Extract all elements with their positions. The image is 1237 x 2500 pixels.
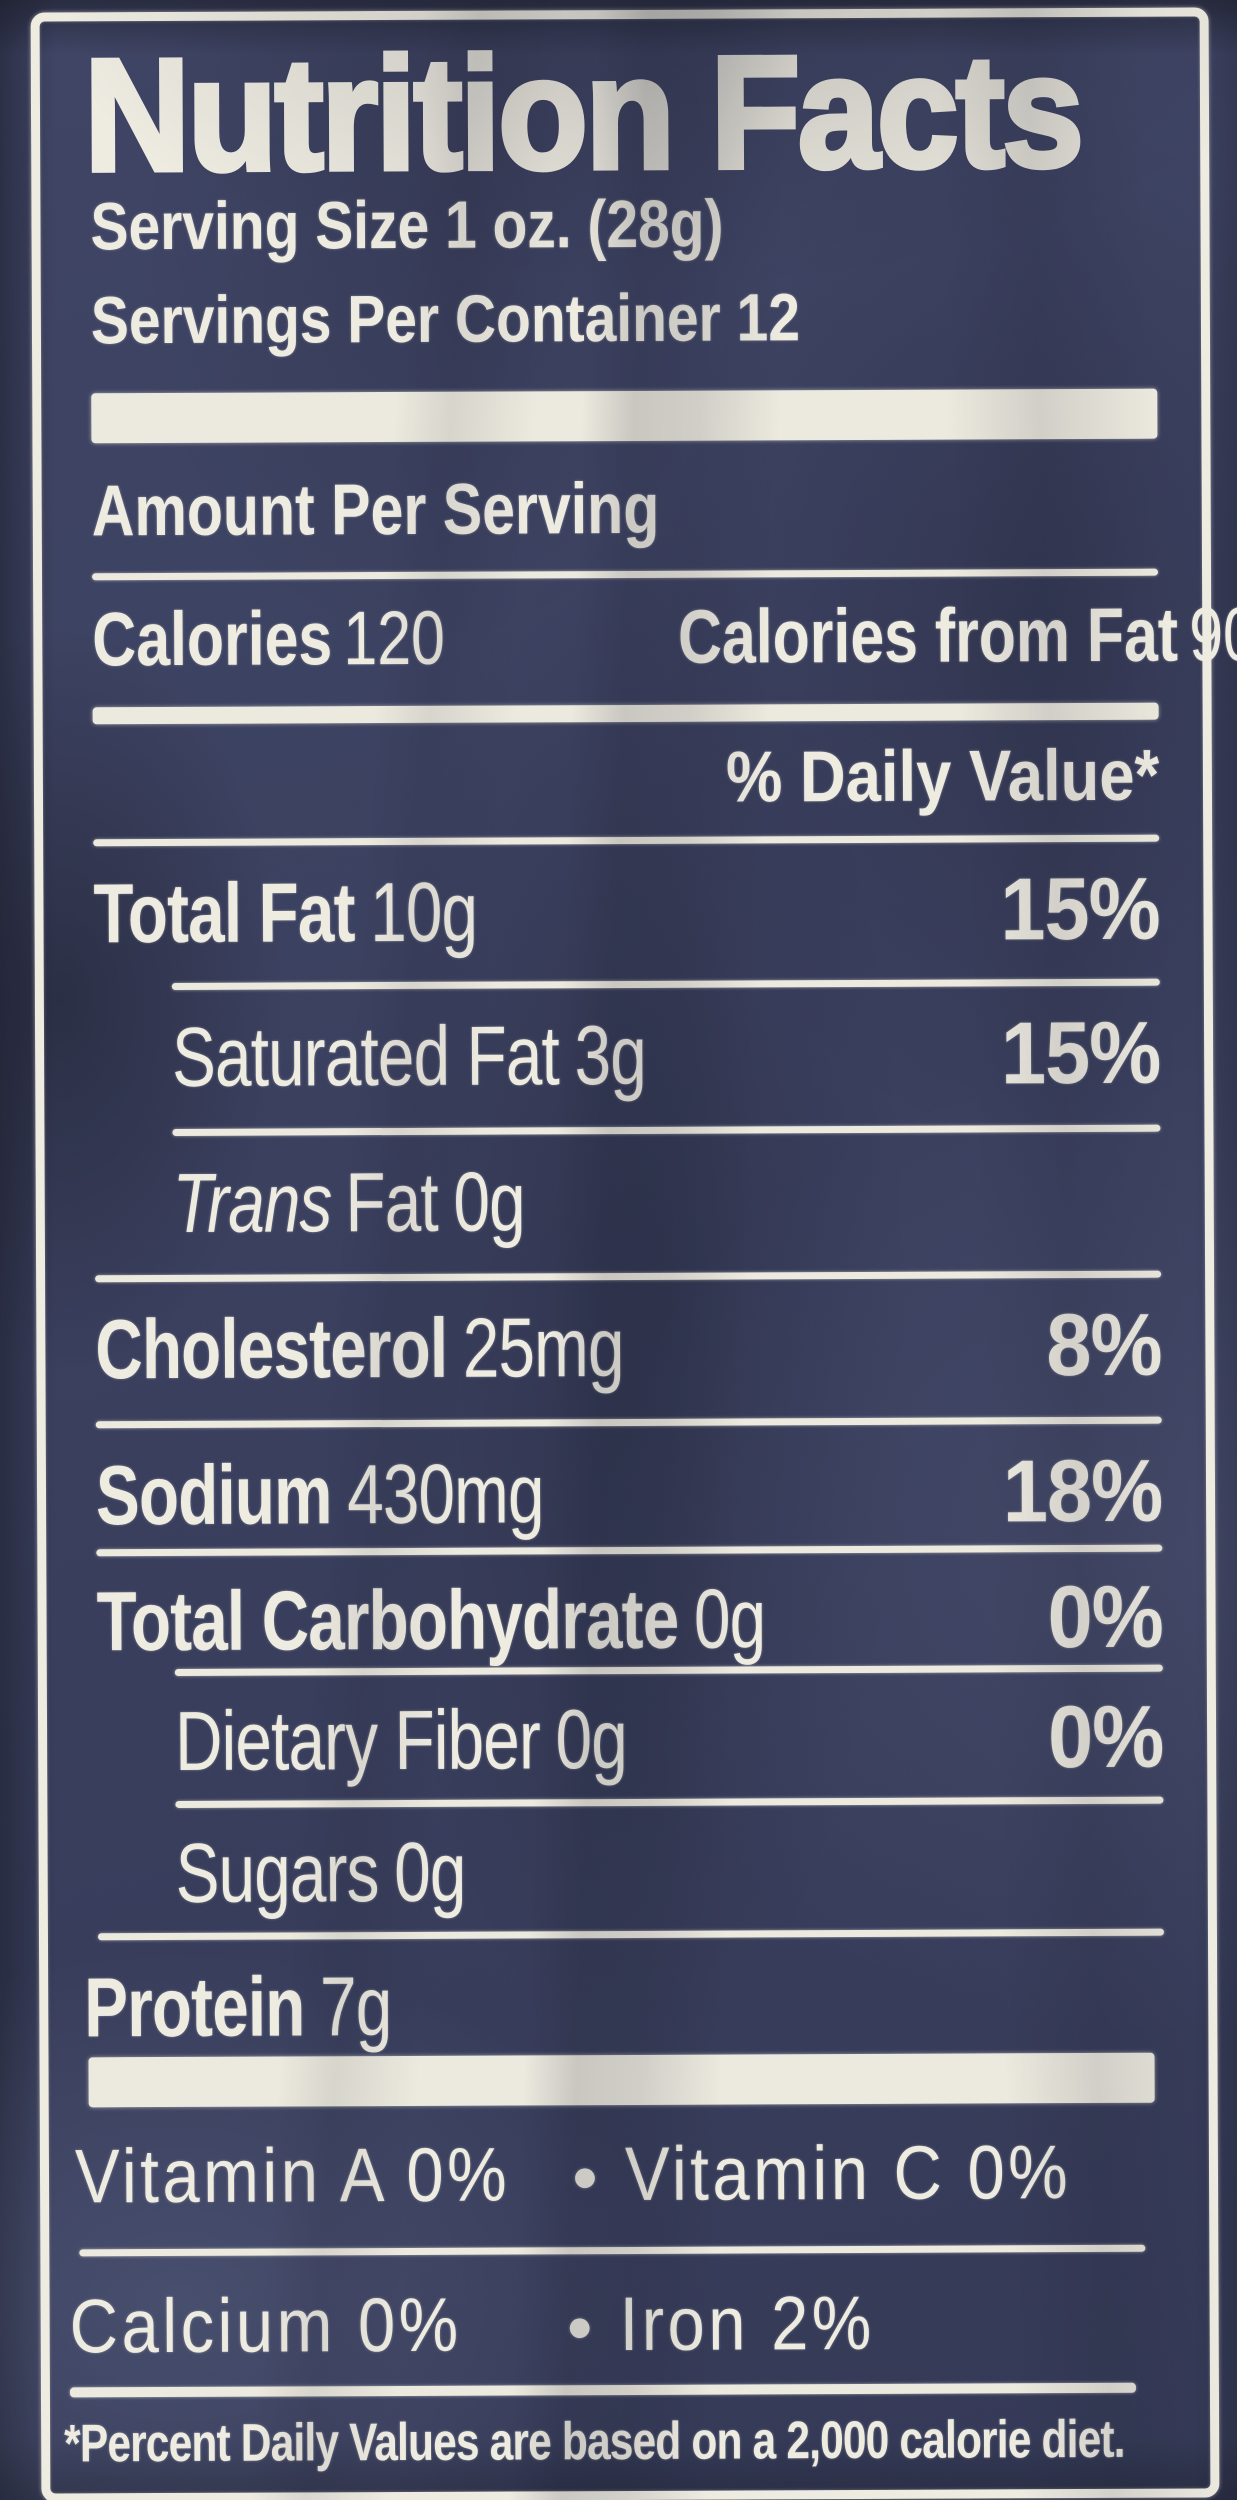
divider-hairline-indented <box>172 1124 1161 1136</box>
micronutrient-row-vitamins: Vitamin A 0% ● Vitamin C 0% <box>75 2125 1165 2226</box>
footnote: *Percent Daily Values are based on a 2,0… <box>64 2409 1125 2474</box>
calories-label-value: Calories 120 <box>92 595 446 683</box>
divider-hairline <box>97 1928 1164 1941</box>
nutrient-row-saturated-fat: Saturated Fat 3g 15% <box>171 1002 1161 1104</box>
divider-hairline <box>92 568 1159 581</box>
servings-per-container: Servings Per Container 12 <box>90 280 801 359</box>
nutrient-row-cholesterol: Cholesterol 25mg 8% <box>95 1294 1162 1397</box>
divider-hairline-indented <box>171 978 1160 990</box>
calories-from-fat: Calories from Fat 90 <box>677 592 1237 680</box>
divider-hairline <box>96 1544 1163 1557</box>
amount-per-serving: Amount Per Serving <box>91 468 660 552</box>
divider-hairline-indented <box>175 1796 1164 1808</box>
nutrient-row-protein: Protein 7g <box>84 1959 392 2055</box>
bullet-dot-icon: ● <box>565 2299 594 2352</box>
divider-thick-bottom <box>88 2052 1155 2108</box>
nutrient-row-sodium: Sodium 430mg 18% <box>95 1440 1163 1543</box>
divider-medium-bottom <box>69 2382 1136 2398</box>
divider-thick-top <box>91 388 1158 444</box>
divider-hairline <box>93 834 1160 847</box>
divider-hairline <box>95 1270 1162 1283</box>
nutrient-row-total-fat: Total Fat 10g 15% <box>93 858 1160 961</box>
serving-size: Serving Size 1 oz. (28g) <box>90 186 724 265</box>
micronutrient-row-minerals: Calcium 0% ● Iron 2% <box>69 2275 1159 2376</box>
bullet-dot-icon: ● <box>570 2149 600 2202</box>
divider-hairline <box>79 2244 1146 2257</box>
nutrient-row-dietary-fiber: Dietary Fiber 0g 0% <box>174 1686 1164 1788</box>
calories-row: Calories 120 Calories from Fat 90 <box>92 589 1237 688</box>
daily-value-header: % Daily Value* <box>725 735 1160 818</box>
nutrient-row-trans-fat: Trans Fat 0g <box>172 1154 525 1250</box>
nutrition-label: Nutrition Facts Serving Size 1 oz. (28g)… <box>30 7 1237 2500</box>
divider-medium <box>92 702 1159 725</box>
nutrient-row-sugars: Sugars 0g <box>175 1824 466 1920</box>
divider-hairline <box>95 1416 1162 1429</box>
nutrition-label-content: Nutrition Facts Serving Size 1 oz. (28g)… <box>64 17 1237 2494</box>
label-title: Nutrition Facts <box>81 19 1084 207</box>
nutrient-row-total-carbohydrate: Total Carbohydrate 0g 0% <box>96 1566 1163 1669</box>
